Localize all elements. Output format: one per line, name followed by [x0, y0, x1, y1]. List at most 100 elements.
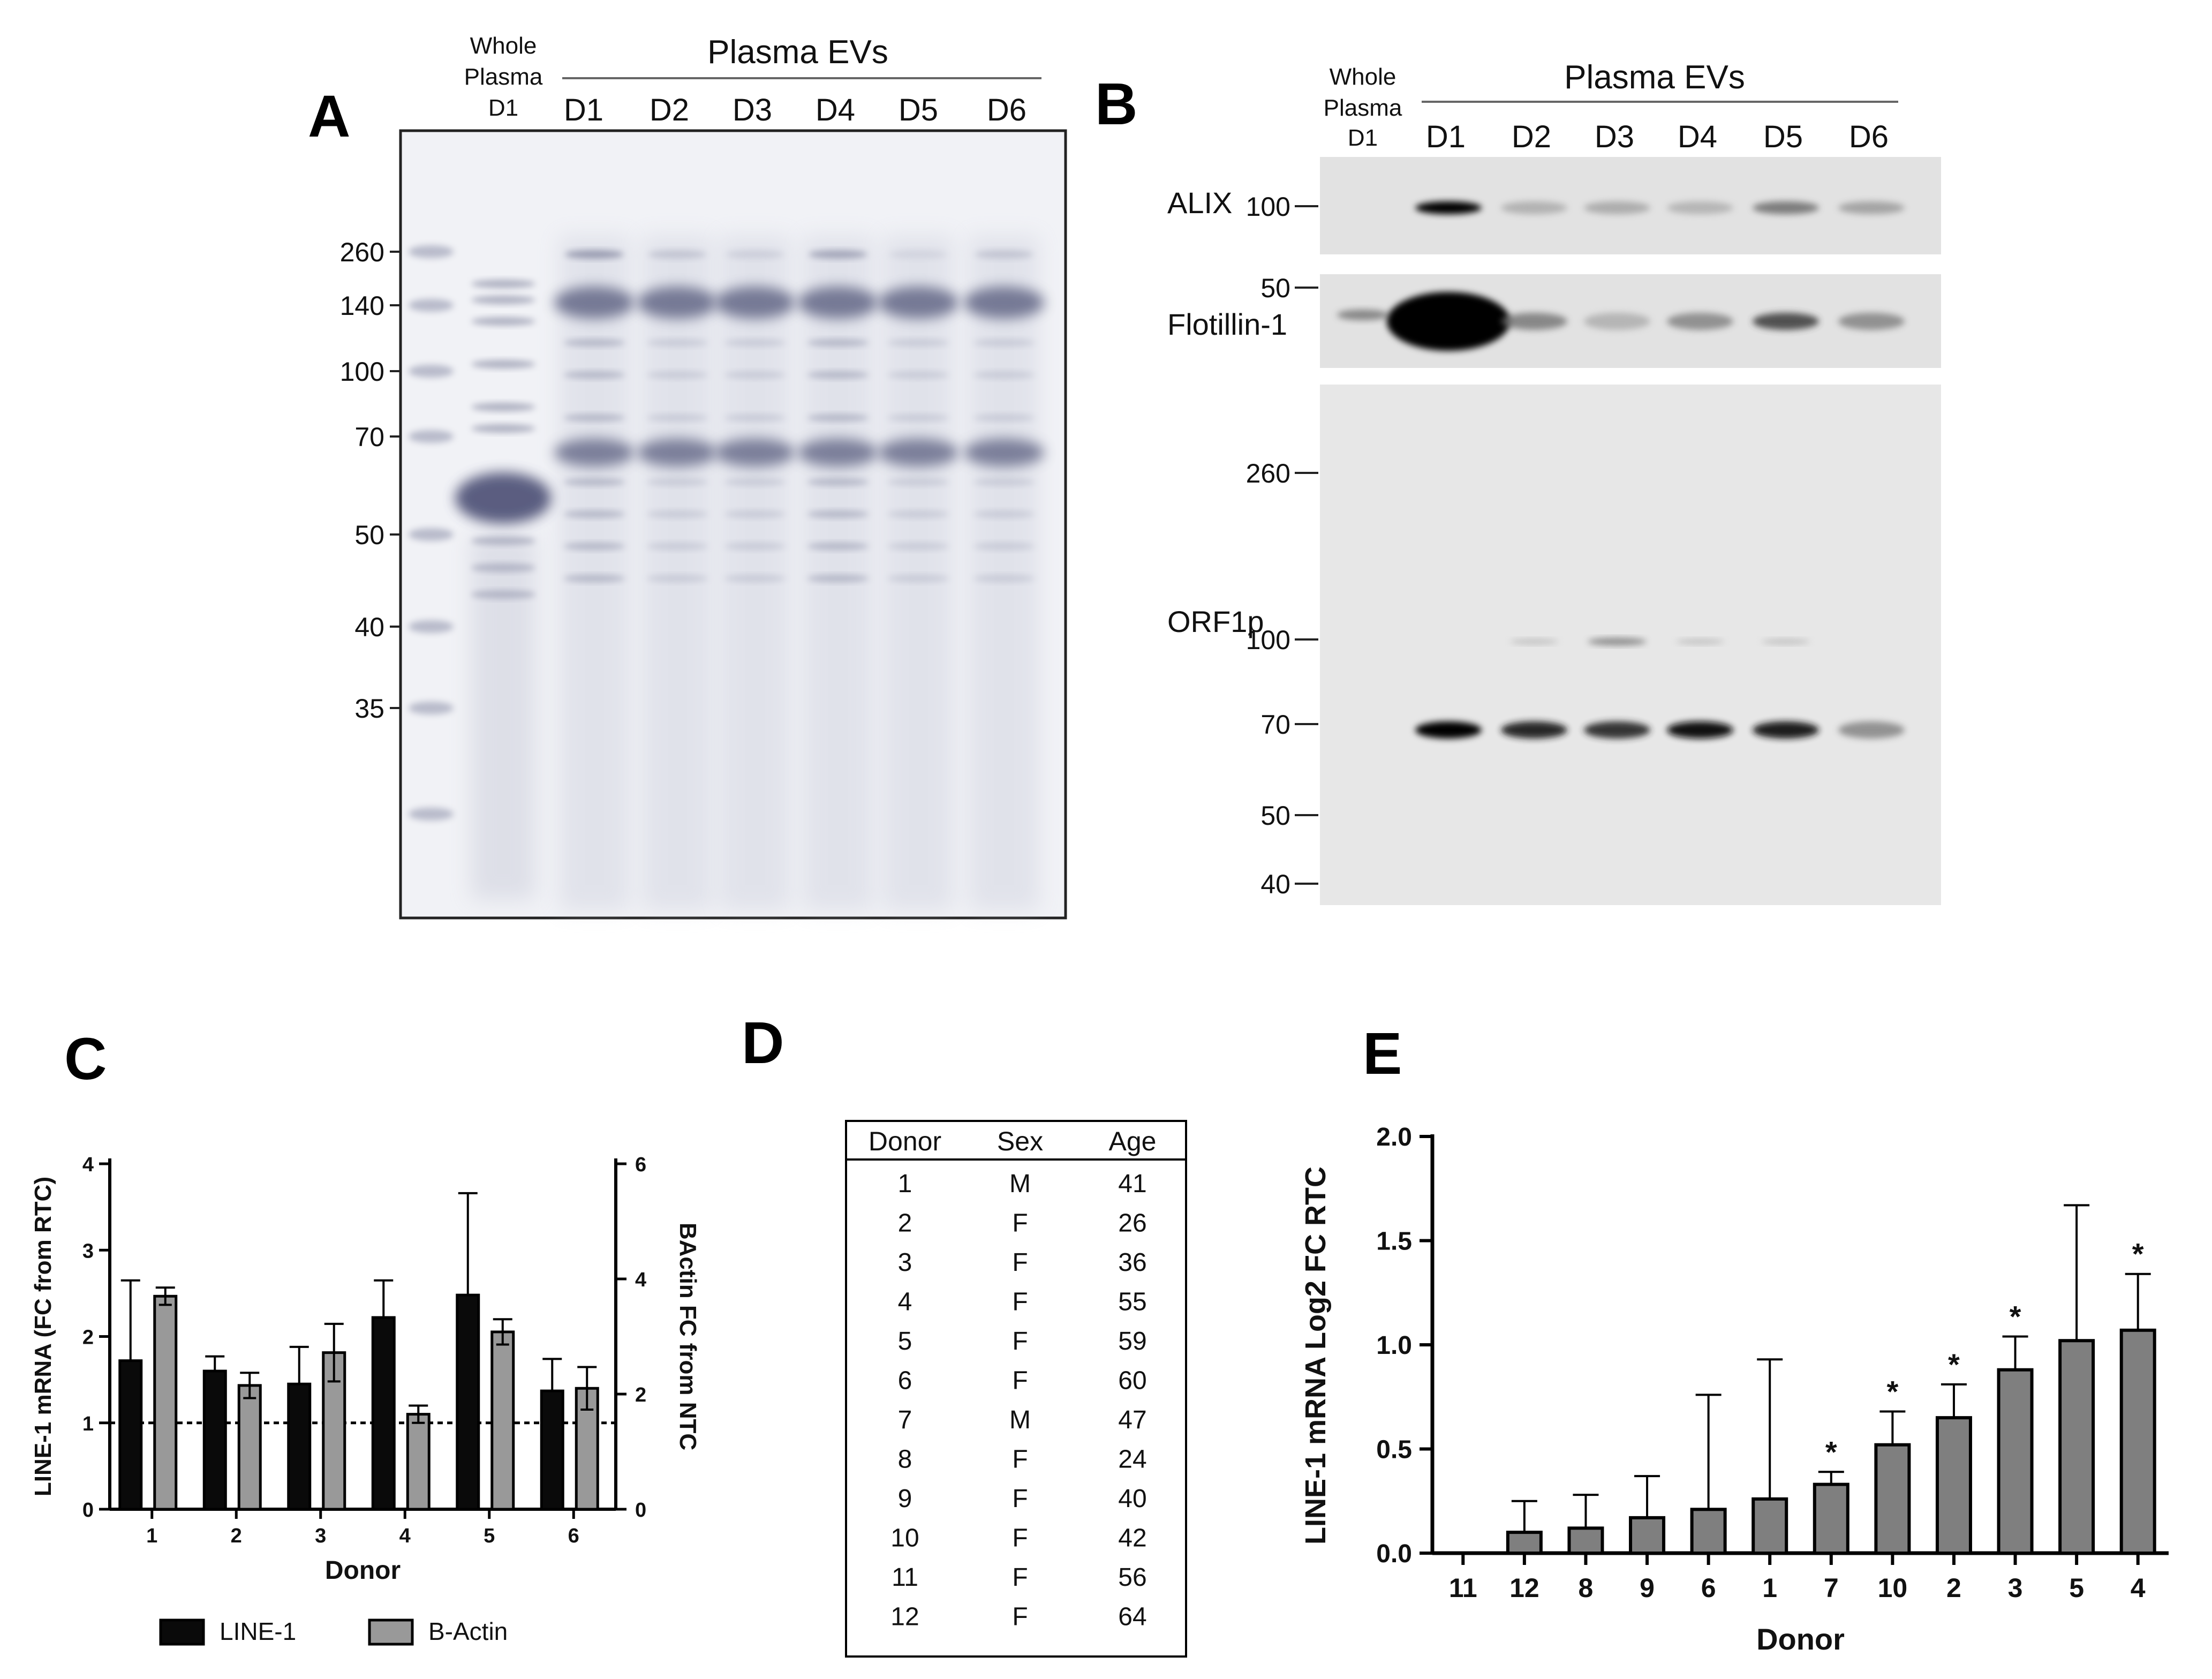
panel-d-letter: D — [742, 1010, 784, 1076]
blot-band — [1838, 201, 1905, 214]
c-x-tick-label: 4 — [399, 1525, 411, 1547]
band-70 — [878, 439, 958, 466]
e-bar — [1506, 1531, 1543, 1555]
gel-lane-label: D5 — [899, 93, 938, 127]
e-x-tick-label: 12 — [1509, 1573, 1539, 1603]
blot-band — [1667, 201, 1733, 214]
band-140 — [964, 287, 1044, 319]
minor-band — [724, 510, 786, 518]
table-cell: F — [1012, 1485, 1028, 1513]
c-bar-line1 — [118, 1359, 143, 1511]
blot-mw-marker: 100 — [1246, 192, 1290, 222]
band-260 — [975, 250, 1033, 259]
minor-band — [646, 339, 708, 347]
blot-band-faint — [1676, 639, 1724, 644]
minor-band — [724, 478, 786, 486]
plasma-smear — [471, 536, 535, 900]
e-x-tick-label: 10 — [1878, 1573, 1908, 1603]
blot-lane-label: D2 — [1512, 119, 1551, 154]
table-cell: F — [1012, 1209, 1028, 1238]
minor-band — [563, 339, 625, 347]
table-header: Sex — [997, 1126, 1043, 1156]
minor-band — [724, 414, 786, 421]
e-significance-marker: * — [2010, 1299, 2021, 1333]
lane-smear — [803, 236, 873, 910]
ladder-band — [409, 620, 454, 633]
minor-band — [807, 543, 869, 550]
minor-band — [973, 510, 1035, 518]
panel-b-whole-label-line3: D1 — [1348, 125, 1378, 151]
minor-band — [887, 478, 949, 486]
table-cell: 26 — [1118, 1209, 1146, 1238]
gel-mw-marker: 100 — [340, 357, 384, 387]
table-cell: 24 — [1118, 1445, 1146, 1474]
table-cell: M — [1009, 1406, 1031, 1434]
band-70 — [637, 439, 718, 466]
gel-mw-marker: 40 — [354, 612, 384, 642]
minor-band — [724, 339, 786, 347]
c-left-tick-label: 3 — [82, 1240, 94, 1262]
c-left-tick-label: 4 — [82, 1154, 94, 1176]
band-140 — [554, 287, 635, 319]
table-cell: 40 — [1118, 1485, 1146, 1513]
ladder-band — [409, 245, 454, 258]
minor-band — [973, 478, 1035, 486]
blot-mw-marker: 40 — [1260, 869, 1290, 899]
blot-lane-label: D3 — [1595, 119, 1634, 154]
c-bar-bactin — [406, 1413, 431, 1511]
minor-band — [646, 510, 708, 518]
blot-band — [1667, 313, 1733, 330]
c-legend-swatch — [159, 1618, 205, 1646]
gel-lane-label: D4 — [816, 93, 855, 127]
panel-c: C 0 1 2 3 4 0 2 4 6 1 2 3 4 5 6 Donor LINE-1 mRNA (FC fr… — [30, 1026, 701, 1646]
minor-band — [887, 510, 949, 518]
e-x-label: Donor — [1756, 1622, 1845, 1656]
gel-mw-marker: 50 — [354, 520, 384, 550]
blot-mw-marker: 260 — [1246, 458, 1290, 488]
ladder-band — [409, 808, 454, 820]
ladder-band — [409, 365, 454, 378]
c-x-tick-label: 1 — [146, 1525, 157, 1547]
e-y-label: LINE-1 mRNA Log2 FC RTC — [1300, 1166, 1332, 1545]
e-significance-marker: * — [2132, 1237, 2144, 1271]
table-cell: F — [1012, 1288, 1028, 1316]
e-y-tick-label: 0.5 — [1376, 1436, 1412, 1464]
c-bar-bactin — [237, 1384, 262, 1511]
e-y-tick-label: 1.0 — [1376, 1331, 1412, 1360]
minor-band — [724, 575, 786, 582]
c-bar-bactin — [490, 1330, 515, 1511]
panel-a-whole-label-line2: Plasma — [464, 64, 543, 90]
e-x-tick-label: 3 — [2008, 1573, 2023, 1603]
minor-band — [563, 414, 625, 421]
blot-band — [1753, 201, 1819, 214]
minor-band — [646, 478, 708, 486]
table-cell: 6 — [898, 1367, 912, 1395]
c-left-tick-label: 1 — [82, 1413, 94, 1435]
plasma-band — [471, 424, 535, 433]
c-left-tick-label: 0 — [82, 1499, 94, 1522]
gel-mw-marker: 260 — [340, 237, 384, 267]
band-140 — [715, 287, 795, 319]
minor-band — [807, 478, 869, 486]
gel-bands — [409, 236, 1044, 910]
blot-band-faint — [1762, 639, 1810, 644]
band-140 — [798, 287, 878, 319]
plasma-band — [471, 403, 535, 411]
band-70 — [554, 439, 635, 466]
blot-band — [1753, 313, 1819, 330]
c-bar-line1 — [371, 1316, 396, 1511]
e-significance-marker: * — [1948, 1347, 1960, 1381]
plasma-band — [471, 360, 535, 368]
table-cell: 56 — [1118, 1563, 1146, 1592]
e-bar — [2058, 1339, 2095, 1555]
panel-a-lane-labels: D1 D2 D3 D4 D5 D6 — [564, 93, 1026, 127]
minor-band — [973, 414, 1035, 421]
gel-lane-label: D1 — [564, 93, 603, 127]
lane-smear — [560, 236, 629, 910]
table-cell: F — [1012, 1367, 1028, 1395]
blot-lane-label: D6 — [1849, 119, 1889, 154]
c-legend-label: LINE-1 — [220, 1617, 296, 1645]
gel-mw-markers: 260 140 100 70 50 40 35 — [340, 237, 401, 724]
lane-smear — [884, 236, 953, 910]
